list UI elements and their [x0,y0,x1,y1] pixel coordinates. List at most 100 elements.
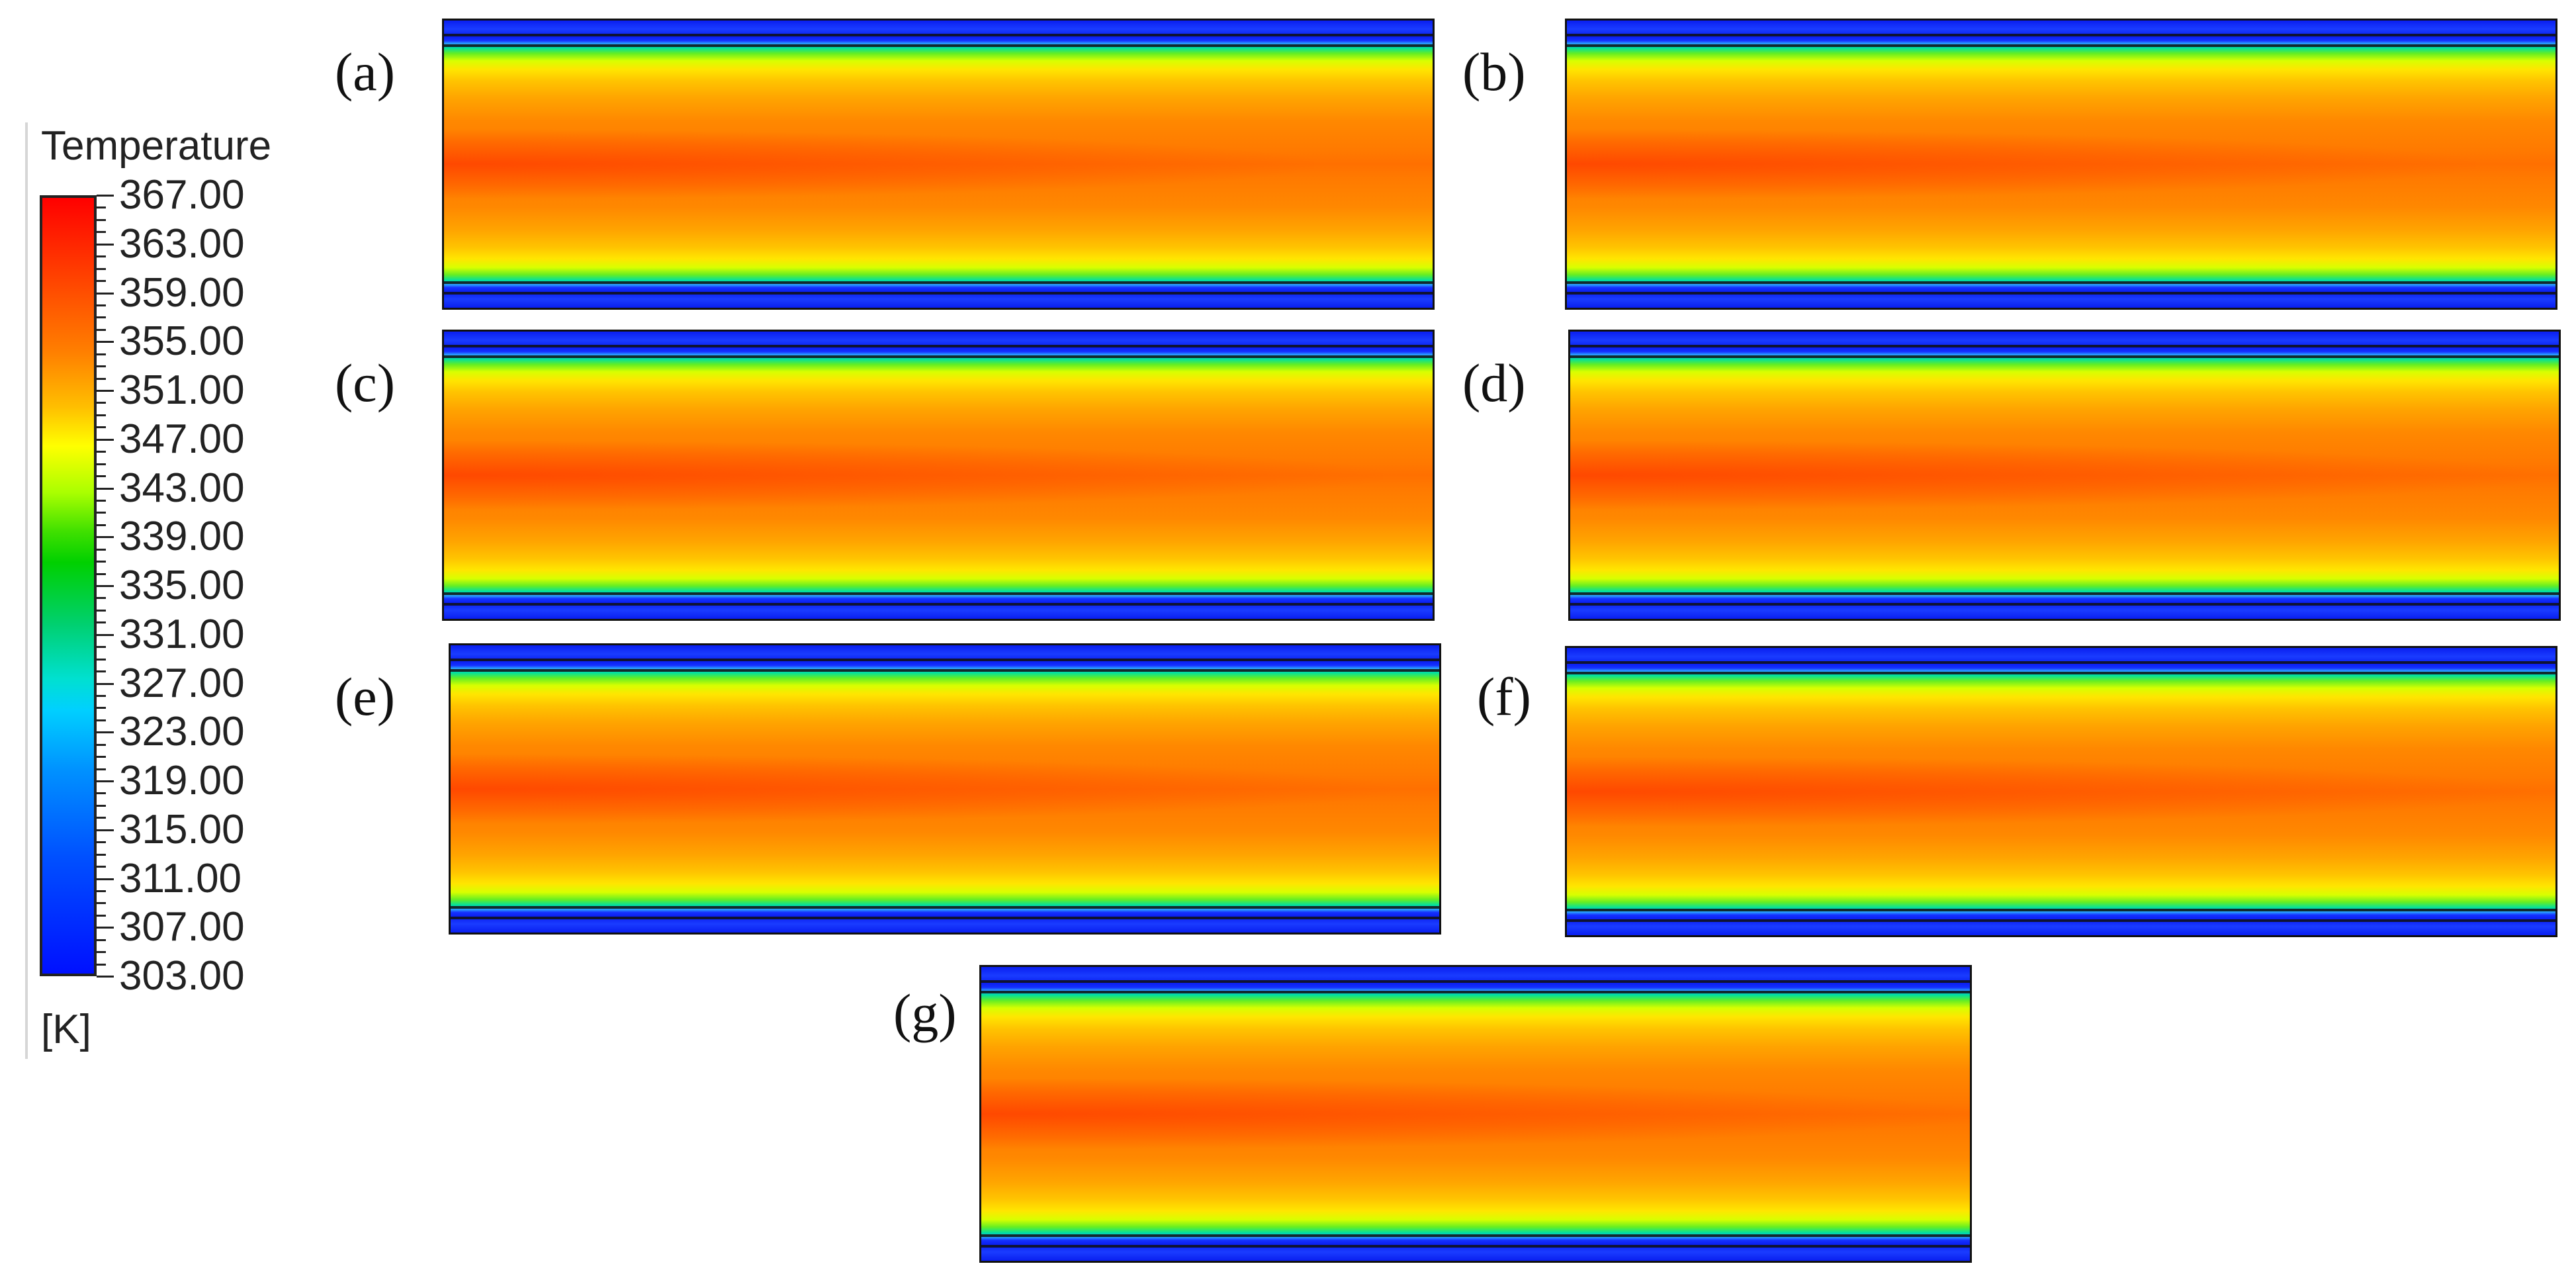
legend-value-label: 323.00 [119,709,245,755]
legend-colorbar [40,195,97,976]
legend-minor-tick [97,902,106,905]
wall-line [1570,345,2559,347]
legend-minor-tick [97,353,106,355]
legend-minor-tick [97,304,106,306]
hot-core [444,440,1384,510]
legend-minor-tick [97,938,106,941]
legend-minor-tick [97,707,106,709]
legend-divider [25,122,28,1059]
contour-panel-f [1565,646,2557,937]
legend-minor-tick [97,646,106,649]
panel-label-d: (d) [1462,353,1526,413]
hot-core [1570,440,2540,510]
panel-label-g: (g) [893,983,957,1043]
hot-core [451,754,1390,824]
hot-core [1567,756,2536,827]
wall-line [444,281,1433,284]
wall-line [981,1245,1970,1248]
legend-minor-tick [97,853,106,856]
legend-value-label: 307.00 [119,904,245,950]
legend-value-label: 319.00 [119,758,245,803]
legend-title: Temperature [41,123,272,169]
legend-major-tick [97,292,114,295]
panel-label-c: (c) [335,353,396,413]
legend-minor-tick [97,475,106,478]
wall-line [451,917,1439,919]
wall-line [1567,909,2555,911]
legend-major-tick [97,195,114,197]
legend-major-tick [97,976,114,978]
legend-minor-tick [97,328,106,331]
legend-value-label: 343.00 [119,465,245,511]
wall-line [981,991,1970,993]
wall-line [1567,661,2555,664]
legend-major-tick [97,536,114,539]
legend-major-tick [97,829,114,831]
contour-panel-a [442,19,1435,310]
legend-minor-tick [97,231,106,234]
legend-minor-tick [97,218,106,221]
legend-minor-tick [97,572,106,575]
wall-line [444,592,1433,595]
legend-minor-tick [97,694,106,697]
legend-minor-tick [97,841,106,844]
legend-minor-tick [97,365,106,368]
legend-major-tick [97,780,114,782]
wall-line [451,906,1439,909]
legend-minor-tick [97,255,106,258]
wall-line [1567,281,2555,284]
contour-panel-c [442,330,1435,621]
legend-major-tick [97,487,114,490]
legend-minor-tick [97,597,106,600]
wall-line [1567,672,2555,674]
wall-line [1567,919,2555,922]
legend-major-tick [97,390,114,392]
hot-core [444,129,1314,199]
legend-minor-tick [97,206,106,209]
hot-core [981,1078,1970,1150]
panel-label-f: (f) [1477,666,1531,727]
legend-minor-tick [97,512,106,514]
wall-line [444,355,1433,358]
wall-line [1567,44,2555,47]
legend-major-tick [97,878,114,880]
legend-value-label: 363.00 [119,220,245,267]
wall-line [444,292,1433,295]
legend-value-label: 327.00 [119,660,245,706]
legend-value-label: 331.00 [119,611,245,657]
wall-line [451,669,1439,672]
legend-minor-tick [97,451,106,453]
wall-line [981,1234,1970,1237]
legend-minor-tick [97,463,106,465]
legend-major-tick [97,585,114,587]
legend-minor-tick [97,658,106,661]
legend-minor-tick [97,609,106,612]
contour-panel-e [449,643,1441,935]
legend-minor-tick [97,792,106,795]
wall-line [444,34,1433,36]
hot-core [1567,129,2477,199]
contour-panel-g [979,965,1972,1263]
wall-line [1570,592,2559,595]
wall-line [444,44,1433,47]
contour-panel-d [1568,330,2561,621]
legend-minor-tick [97,817,106,819]
legend-minor-tick [97,963,106,966]
legend-minor-tick [97,426,106,429]
legend-minor-tick [97,267,106,270]
legend-minor-tick [97,524,106,526]
legend-value-label: 315.00 [119,806,245,852]
legend-major-tick [97,731,114,734]
legend-minor-tick [97,756,106,758]
panel-label-b: (b) [1462,42,1526,102]
legend-minor-tick [97,866,106,868]
legend-unit: [K] [41,1007,91,1052]
legend-value-label: 355.00 [119,318,245,365]
legend-minor-tick [97,316,106,319]
legend-value-label: 359.00 [119,269,245,316]
legend-minor-tick [97,670,106,673]
contour-panel-b [1565,19,2557,310]
legend-minor-tick [97,621,106,624]
legend-value-label: 311.00 [119,855,242,901]
wall-line [1567,292,2555,295]
